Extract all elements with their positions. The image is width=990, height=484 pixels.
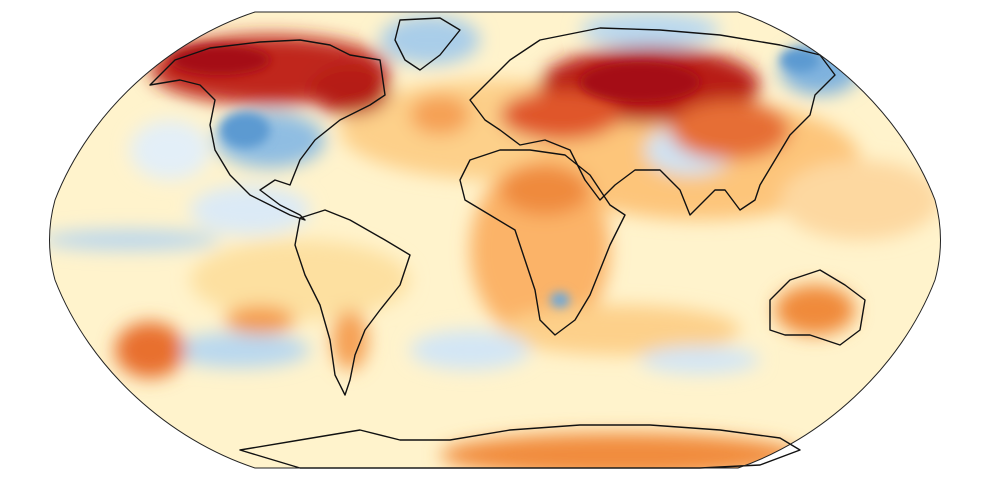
australia-coast [769,269,866,346]
eurasia-coast [469,27,836,216]
coastlines [149,17,866,469]
map-border [49,11,941,469]
anomaly-blobs [49,12,940,468]
north-america-coast [149,39,386,221]
greenland-coast [394,17,461,71]
africa-coast [459,149,626,336]
south-america-coast [294,209,411,396]
antarctica-coast [239,424,801,469]
fine-detail [170,45,820,308]
